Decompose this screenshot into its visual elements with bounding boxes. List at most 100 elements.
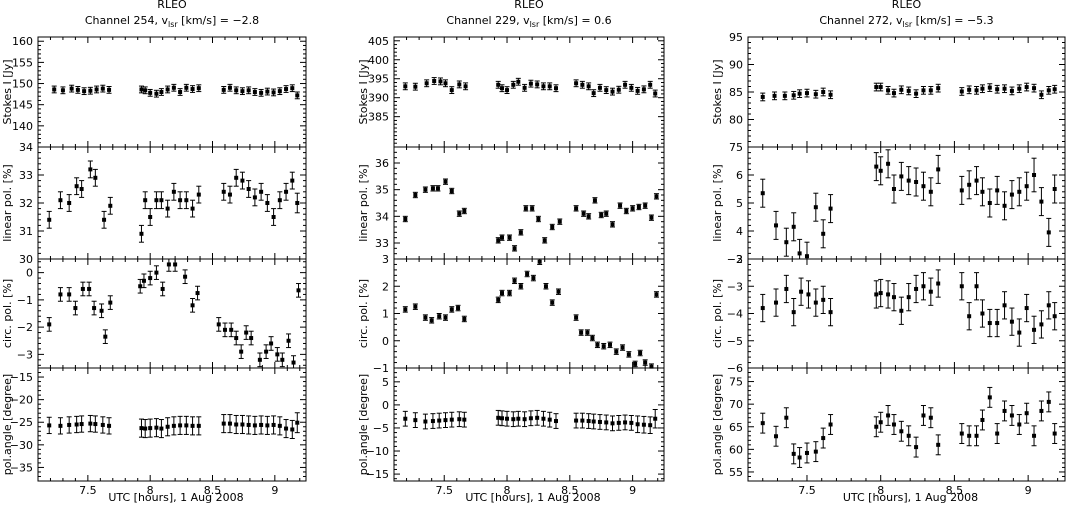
data-point — [628, 415, 634, 431]
data-marker — [1052, 87, 1057, 92]
data-marker — [1024, 306, 1029, 311]
data-marker — [995, 321, 1000, 326]
y-tick-label: −25 — [10, 416, 33, 429]
data-point — [885, 405, 891, 426]
data-point — [515, 77, 521, 86]
data-marker — [165, 206, 170, 211]
data-point — [456, 210, 462, 217]
y-tick-label: 400 — [368, 54, 389, 67]
data-point — [542, 237, 548, 244]
data-point — [60, 86, 66, 95]
data-marker — [166, 262, 171, 267]
data-point — [518, 229, 524, 236]
data-marker — [67, 422, 72, 427]
y-tick-label: 0 — [382, 399, 389, 412]
data-point — [79, 180, 85, 198]
data-marker — [1039, 199, 1044, 204]
data-marker — [591, 91, 596, 96]
data-point — [1038, 310, 1044, 339]
data-point — [1052, 174, 1058, 204]
data-point — [547, 411, 553, 428]
y-axis-label: circ. pol. [%] — [711, 279, 724, 348]
data-point — [147, 208, 153, 226]
data-marker — [196, 423, 201, 428]
data-marker — [574, 315, 579, 320]
data-marker — [1009, 413, 1014, 418]
data-marker — [591, 419, 596, 424]
data-point — [773, 425, 779, 447]
data-point — [584, 329, 590, 336]
data-point — [959, 272, 965, 301]
data-marker — [1046, 230, 1051, 235]
data-marker — [165, 424, 170, 429]
data-point — [1052, 302, 1058, 331]
data-point — [549, 223, 555, 231]
data-marker — [103, 334, 108, 339]
data-marker — [886, 413, 891, 418]
data-marker — [886, 292, 891, 297]
data-point — [81, 87, 87, 96]
data-point — [920, 171, 926, 201]
data-point — [935, 434, 941, 456]
data-point — [994, 175, 1000, 205]
data-point — [928, 177, 934, 207]
data-marker — [1039, 322, 1044, 327]
x-tick-label: 8 — [504, 484, 511, 497]
data-point — [1016, 84, 1022, 94]
data-point — [906, 425, 912, 447]
data-marker — [240, 178, 245, 183]
data-marker — [1017, 189, 1022, 194]
data-marker — [574, 418, 579, 423]
panel-frame — [393, 146, 665, 260]
data-marker — [139, 231, 144, 236]
data-marker — [58, 292, 63, 297]
data-point — [57, 417, 63, 435]
panel-frame — [37, 367, 307, 482]
data-marker — [574, 206, 579, 211]
data-marker — [914, 286, 919, 291]
data-marker — [995, 87, 1000, 92]
data-marker — [804, 91, 809, 96]
data-point — [873, 152, 879, 182]
data-marker — [828, 422, 833, 427]
data-marker — [654, 194, 659, 199]
data-marker — [531, 276, 536, 281]
data-marker — [437, 314, 442, 319]
panel-2: 30 31 32 33 34 linear pol. [%] — [1, 141, 307, 266]
data-point — [628, 83, 634, 92]
data-marker — [277, 198, 282, 203]
data-marker — [432, 79, 437, 83]
x-axis-label: UTC [hours], 1 Aug 2008 — [108, 491, 243, 504]
data-point — [289, 84, 295, 93]
data-marker — [878, 85, 883, 90]
data-point — [543, 283, 549, 290]
data-marker — [284, 426, 289, 431]
data-point — [1038, 400, 1044, 422]
data-point — [987, 386, 993, 408]
data-point — [422, 186, 428, 193]
data-marker — [148, 215, 153, 219]
data-point — [518, 283, 524, 290]
data-marker — [1002, 203, 1007, 208]
data-point — [252, 415, 258, 435]
data-point — [966, 425, 972, 447]
data-point — [966, 85, 972, 95]
y-axis-label: pol.angle [degree] — [357, 374, 370, 475]
data-point — [268, 336, 274, 351]
data-marker — [987, 321, 992, 326]
data-point — [66, 194, 72, 212]
data-point — [294, 91, 300, 100]
data-marker — [82, 89, 87, 94]
data-marker — [1032, 433, 1037, 438]
data-point — [620, 344, 626, 351]
data-marker — [67, 201, 72, 205]
panel-frame — [747, 146, 1066, 260]
data-point — [920, 272, 926, 301]
data-point — [190, 416, 196, 436]
y-axis-label: linear pol. [%] — [357, 164, 370, 241]
data-point — [760, 92, 766, 102]
data-marker — [635, 422, 640, 427]
data-point — [589, 334, 595, 342]
data-point — [221, 414, 227, 434]
